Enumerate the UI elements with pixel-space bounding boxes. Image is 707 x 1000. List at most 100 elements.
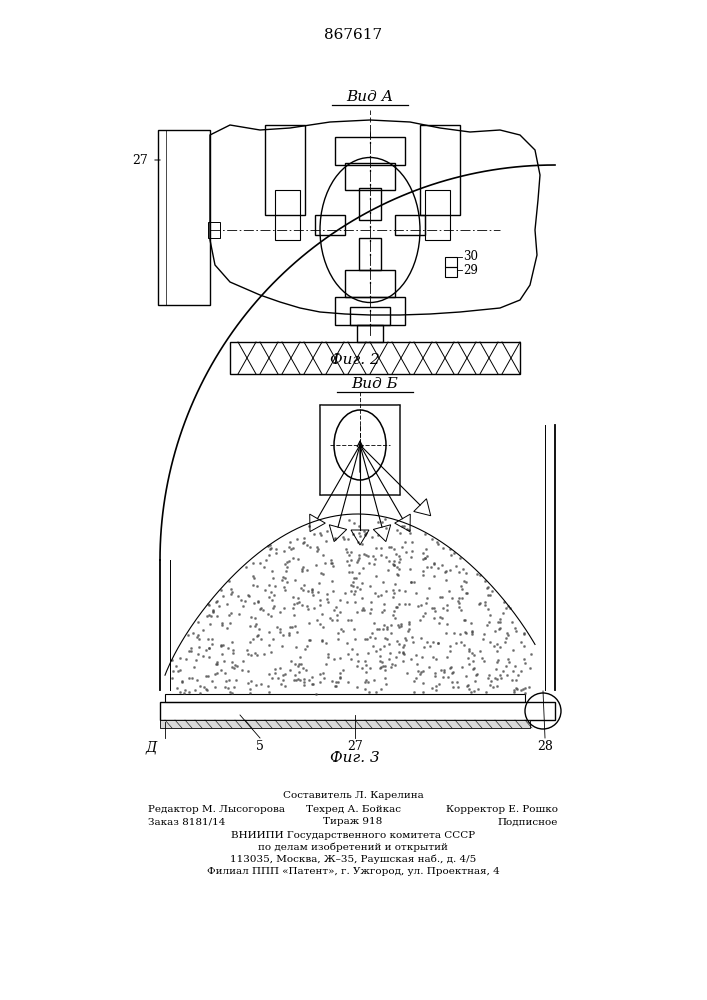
Point bbox=[166, 670, 177, 686]
Point bbox=[265, 608, 276, 624]
Point bbox=[479, 573, 491, 589]
Point bbox=[447, 665, 458, 681]
Point bbox=[204, 607, 215, 623]
Point bbox=[271, 541, 282, 557]
Point bbox=[250, 610, 261, 626]
Point bbox=[393, 548, 404, 564]
Point bbox=[228, 660, 240, 676]
Point bbox=[307, 584, 318, 600]
Point bbox=[419, 605, 431, 621]
Point bbox=[252, 628, 263, 644]
Point bbox=[277, 569, 288, 585]
Point bbox=[341, 635, 353, 651]
Point bbox=[486, 583, 498, 599]
Text: Корректор Е. Рошко: Корректор Е. Рошко bbox=[446, 804, 558, 814]
Point bbox=[213, 598, 224, 614]
Text: Составитель Л. Карелина: Составитель Л. Карелина bbox=[283, 790, 423, 800]
Point bbox=[467, 653, 479, 669]
Point bbox=[204, 640, 215, 656]
Point bbox=[515, 663, 526, 679]
Point bbox=[298, 530, 310, 546]
Point bbox=[279, 556, 291, 572]
Point bbox=[228, 645, 239, 661]
Point bbox=[373, 621, 385, 637]
Point bbox=[285, 619, 296, 635]
Point bbox=[244, 634, 255, 650]
Point bbox=[216, 582, 227, 598]
Point bbox=[322, 523, 333, 539]
Point bbox=[243, 646, 254, 662]
Point bbox=[312, 584, 324, 600]
Point bbox=[438, 540, 449, 556]
Point bbox=[341, 594, 353, 610]
Point bbox=[316, 632, 327, 648]
Point bbox=[457, 659, 468, 675]
Point bbox=[316, 633, 327, 649]
Point bbox=[397, 644, 409, 660]
Point bbox=[353, 565, 364, 581]
Point bbox=[327, 573, 338, 589]
Point bbox=[226, 581, 237, 597]
Point bbox=[440, 625, 452, 641]
Point bbox=[363, 684, 375, 700]
Point bbox=[397, 518, 408, 534]
Point bbox=[434, 589, 445, 605]
Point bbox=[292, 551, 303, 567]
Point bbox=[392, 599, 403, 615]
Point bbox=[389, 585, 400, 601]
Point bbox=[240, 559, 252, 575]
Point bbox=[175, 684, 186, 700]
Point bbox=[374, 660, 385, 676]
Point bbox=[366, 529, 378, 545]
Point bbox=[464, 641, 475, 657]
Point bbox=[394, 582, 405, 598]
Point bbox=[278, 672, 289, 688]
Point bbox=[408, 574, 419, 590]
Point bbox=[507, 663, 518, 679]
Bar bbox=[359, 188, 381, 220]
Point bbox=[317, 566, 329, 582]
Point bbox=[202, 631, 214, 647]
Point bbox=[332, 631, 344, 647]
Point bbox=[207, 602, 218, 618]
Point bbox=[428, 600, 439, 616]
Text: Редактор М. Лысогорова: Редактор М. Лысогорова bbox=[148, 804, 285, 814]
Point bbox=[321, 656, 332, 672]
Point bbox=[436, 662, 447, 678]
Point bbox=[395, 525, 406, 541]
Point bbox=[281, 559, 292, 575]
Point bbox=[393, 619, 404, 635]
Point bbox=[308, 600, 320, 616]
Point bbox=[513, 667, 524, 683]
Point bbox=[354, 550, 365, 566]
Point bbox=[271, 619, 282, 635]
Point bbox=[384, 636, 395, 652]
Point bbox=[387, 589, 399, 605]
Text: 5: 5 bbox=[256, 740, 264, 753]
Point bbox=[319, 555, 330, 571]
Point bbox=[317, 619, 329, 635]
Point bbox=[416, 630, 427, 646]
Point bbox=[291, 531, 303, 547]
Point bbox=[524, 660, 535, 676]
Point bbox=[227, 642, 238, 658]
Point bbox=[403, 596, 414, 612]
Point bbox=[388, 553, 399, 569]
Point bbox=[185, 640, 197, 656]
Point bbox=[398, 646, 409, 662]
Bar bbox=[350, 307, 390, 325]
Point bbox=[331, 674, 342, 690]
Point bbox=[353, 547, 364, 563]
Bar bbox=[425, 190, 450, 240]
Point bbox=[453, 595, 464, 611]
Point bbox=[389, 657, 400, 673]
Point bbox=[417, 675, 428, 691]
Point bbox=[474, 596, 485, 612]
Point bbox=[353, 653, 364, 669]
Text: Вид А: Вид А bbox=[346, 90, 394, 104]
Point bbox=[440, 563, 451, 579]
Point bbox=[430, 682, 441, 698]
Point bbox=[293, 664, 304, 680]
Point bbox=[368, 556, 380, 572]
Point bbox=[480, 594, 491, 610]
